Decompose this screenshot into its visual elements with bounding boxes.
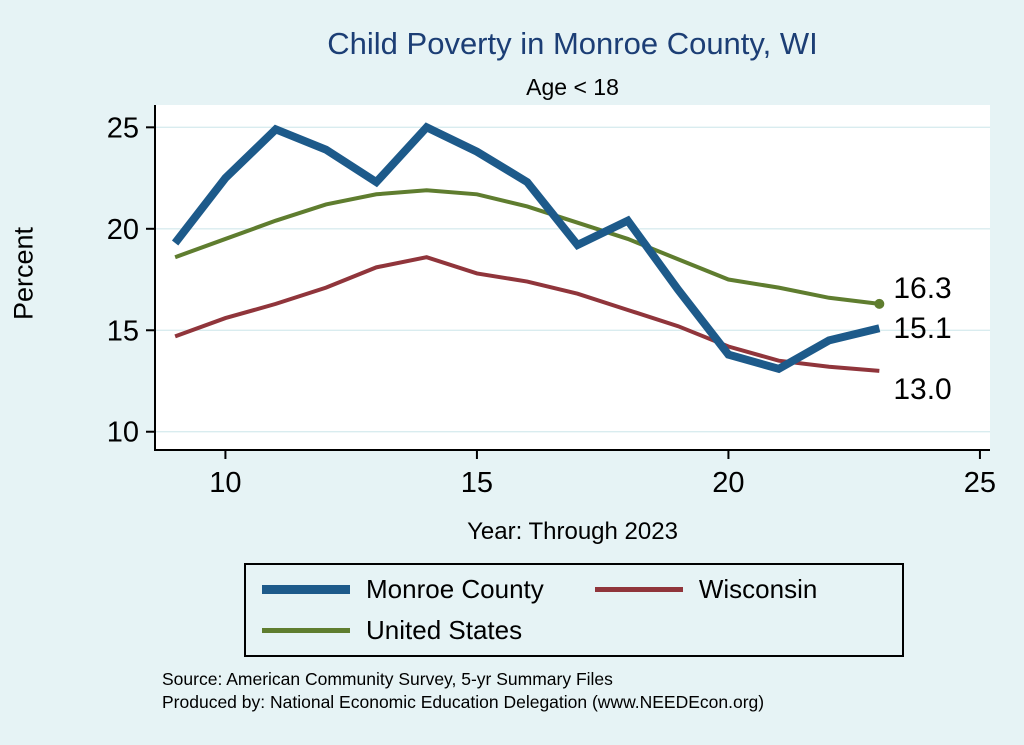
legend-item-monroe-county: Monroe County xyxy=(262,574,595,605)
series-line-wisconsin xyxy=(174,255,880,373)
plot-background xyxy=(155,105,990,450)
series-endpoint-marker-united-states xyxy=(874,298,885,309)
legend-label: Monroe County xyxy=(366,574,544,604)
x-tick-label-15: 15 xyxy=(461,467,493,499)
produced-by-line: Produced by: National Economic Education… xyxy=(162,692,765,712)
source-line: Source: American Community Survey, 5-yr … xyxy=(162,669,613,689)
y-tick-label-15: 15 xyxy=(107,315,139,347)
chart-subtitle: Age < 18 xyxy=(526,74,619,100)
series-line-united-states xyxy=(174,188,880,306)
legend-label: United States xyxy=(366,615,523,645)
y-tick-label-10: 10 xyxy=(107,417,139,449)
end-value-label-monroe-county: 15.1 xyxy=(893,312,951,345)
end-value-label-wisconsin: 13.0 xyxy=(893,373,951,406)
x-axis-title: Year: Through 2023 xyxy=(467,518,678,545)
legend: Monroe County Wisconsin United States xyxy=(244,563,904,657)
united-states-line-swatch xyxy=(262,628,350,633)
series-line-monroe-county xyxy=(171,122,881,374)
legend-item-united-states: United States xyxy=(262,615,595,646)
x-tick-label-25: 25 xyxy=(964,467,996,499)
wisconsin-line-swatch xyxy=(594,587,683,592)
legend-label: Wisconsin xyxy=(698,574,818,604)
axis-lines xyxy=(154,105,990,451)
y-tick-label-20: 20 xyxy=(107,214,139,246)
x-tick-label-10: 10 xyxy=(209,467,241,499)
y-tick-label-25: 25 xyxy=(107,112,139,144)
end-value-label-united-states: 16.3 xyxy=(893,272,951,305)
source-notes: Source: American Community Survey, 5-yr … xyxy=(162,668,1002,714)
chart-title: Child Poverty in Monroe County, WI xyxy=(327,26,818,61)
monroe-county-line-swatch xyxy=(262,585,350,594)
x-tick-label-20: 20 xyxy=(712,467,744,499)
legend-item-wisconsin: Wisconsin xyxy=(594,574,892,605)
